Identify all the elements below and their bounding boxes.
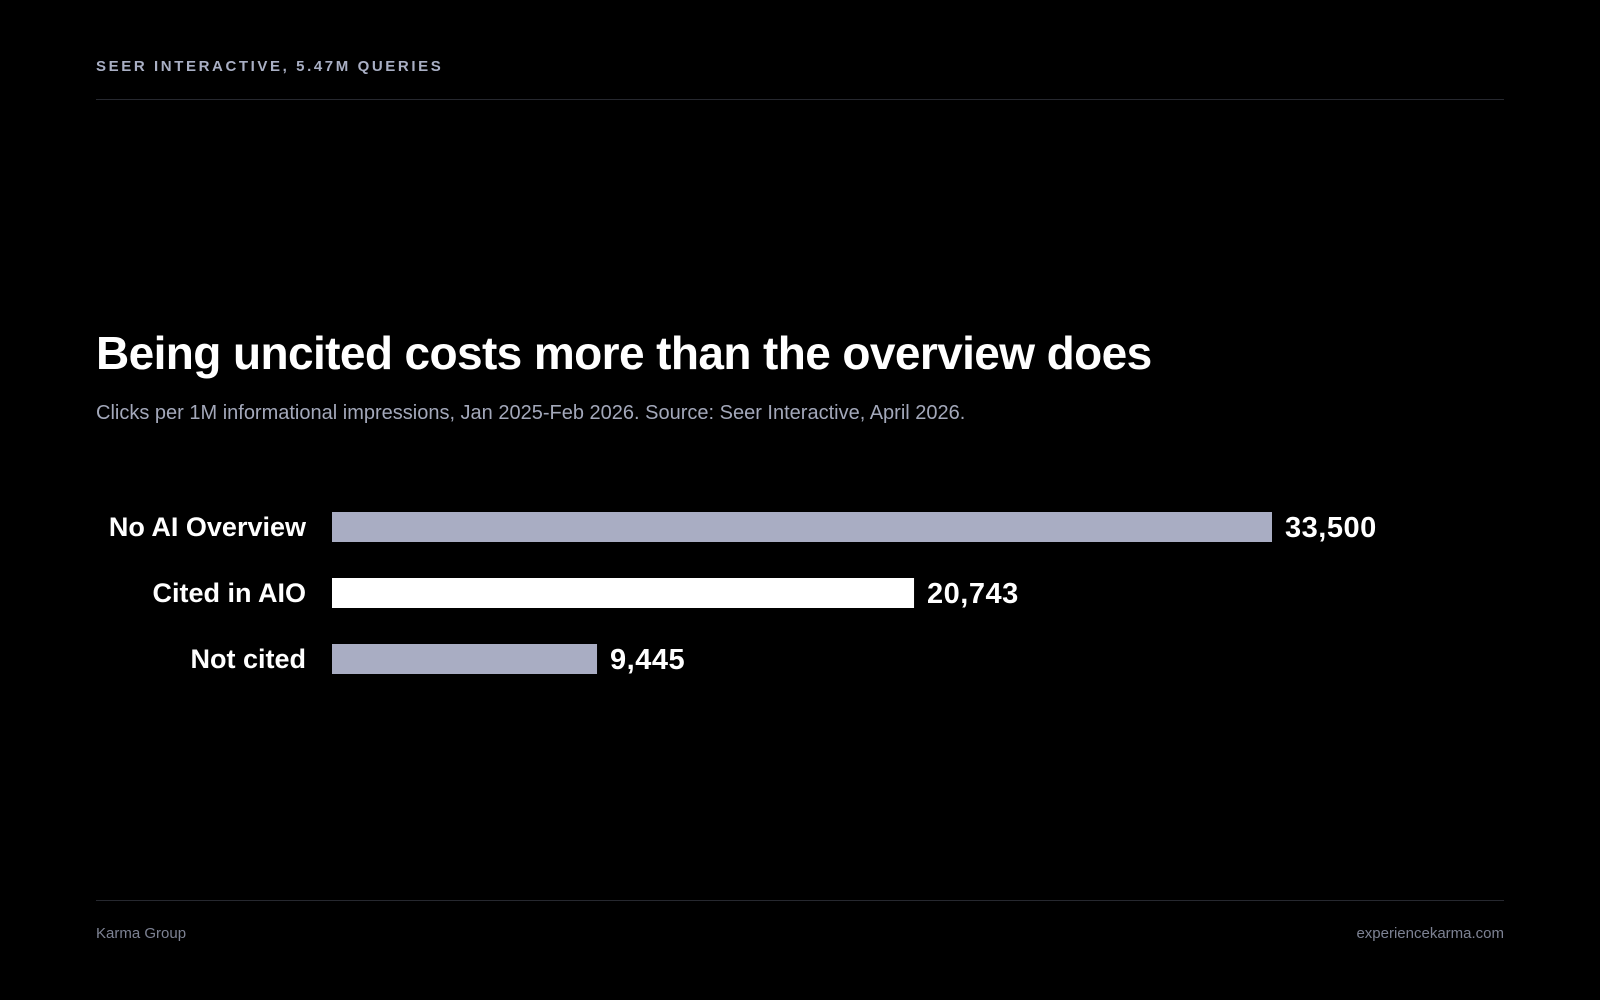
value-label: 33,500 xyxy=(1285,512,1377,544)
footer-website: experiencekarma.com xyxy=(1356,925,1504,942)
eyebrow-source: SEER INTERACTIVE, 5.47M QUERIES xyxy=(96,58,444,75)
value-label: 9,445 xyxy=(610,644,685,676)
category-label: No AI Overview xyxy=(109,512,307,542)
category-label: Not cited xyxy=(190,644,306,674)
bar xyxy=(332,578,915,608)
category-label: Cited in AIO xyxy=(153,578,307,608)
bar xyxy=(332,512,1272,542)
bar-chart: No AI Overview 33,500 Cited in AIO 20,743 No… xyxy=(109,512,1377,676)
chart-title: Being uncited costs more than the overvi… xyxy=(96,327,1152,379)
value-label: 20,743 xyxy=(927,578,1019,610)
footer-brand: Karma Group xyxy=(96,925,187,942)
chart-subtitle: Clicks per 1M informational impressions,… xyxy=(96,402,966,424)
footer-divider xyxy=(96,900,1504,901)
bar xyxy=(332,644,598,674)
header-divider xyxy=(96,99,1504,100)
